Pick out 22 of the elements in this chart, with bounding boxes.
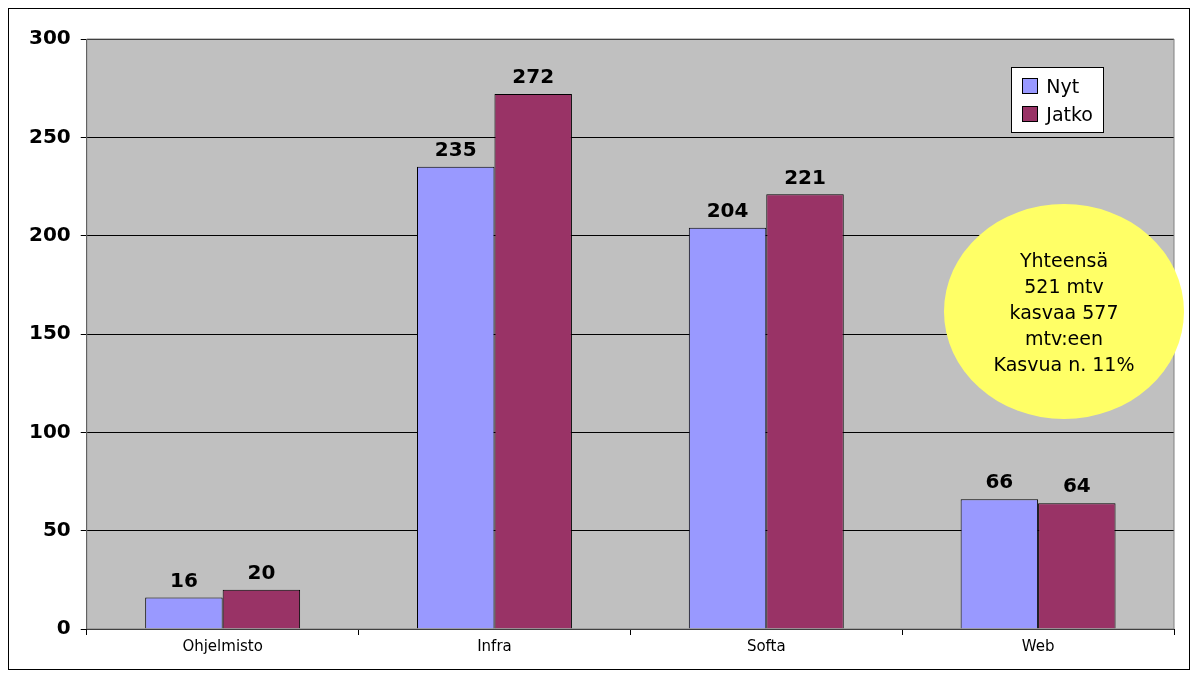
data-label: 66	[985, 469, 1014, 494]
legend-label: Jatko	[1046, 102, 1093, 127]
data-label: 221	[784, 164, 826, 189]
data-label: 272	[512, 64, 555, 89]
y-tick-label: 100	[29, 418, 71, 443]
data-label: 64	[1062, 473, 1091, 498]
y-tick-label: 150	[29, 320, 71, 345]
y-tick-label: 250	[29, 123, 71, 148]
y-tick-label: 0	[56, 615, 71, 640]
x-tick-label: Web	[1021, 636, 1055, 655]
legend-label: Nyt	[1046, 74, 1080, 99]
x-tick-label: Softa	[746, 636, 786, 655]
data-label: 20	[247, 559, 276, 584]
y-tick-label: 50	[42, 516, 71, 541]
annotation: Yhteensä 521 mtv kasvaa 577 mtv:een Kasvua n. 11%	[993, 247, 1135, 377]
x-tick-label: Infra	[477, 636, 512, 655]
data-label: 16	[170, 567, 198, 592]
y-tick-label: 300	[29, 25, 71, 50]
y-tick-label: 200	[29, 221, 71, 246]
data-label: 235	[434, 137, 477, 162]
data-label: 204	[706, 198, 749, 222]
x-tick-label: Ohjelmisto	[182, 636, 263, 655]
